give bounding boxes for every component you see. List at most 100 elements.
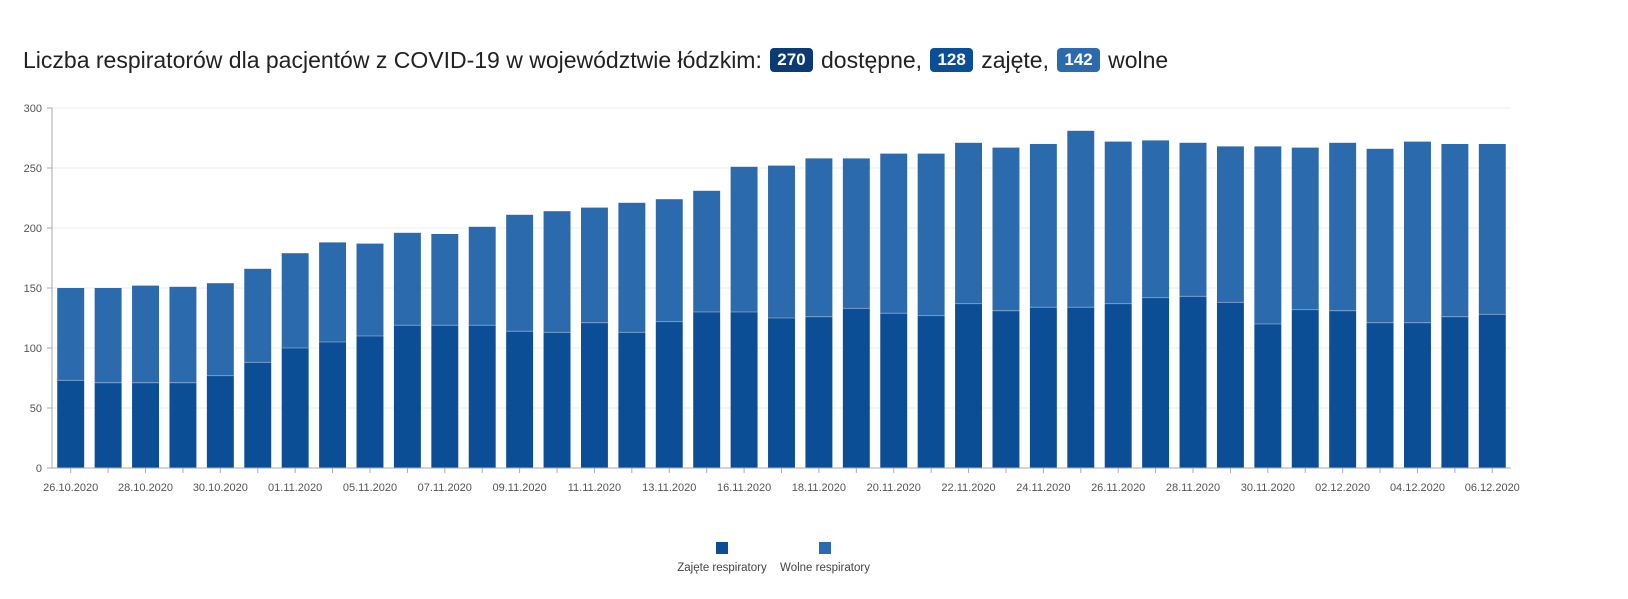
bar-free[interactable] xyxy=(57,288,85,381)
bar-free[interactable] xyxy=(281,253,309,348)
bar-occupied[interactable] xyxy=(580,322,608,468)
bar-occupied[interactable] xyxy=(543,332,571,468)
bar-free[interactable] xyxy=(1104,141,1132,304)
bar-occupied[interactable] xyxy=(1179,296,1207,468)
bar-free[interactable] xyxy=(1254,146,1282,324)
bars xyxy=(57,130,1506,468)
bar-free[interactable] xyxy=(1404,141,1431,323)
bar-free[interactable] xyxy=(431,234,459,326)
bar-occupied[interactable] xyxy=(955,303,983,468)
bar-occupied[interactable] xyxy=(1329,310,1357,468)
bar-occupied[interactable] xyxy=(618,332,646,468)
bar-occupied[interactable] xyxy=(1441,316,1469,468)
bar-free[interactable] xyxy=(730,166,758,312)
bar-occupied[interactable] xyxy=(319,342,347,468)
bar-free[interactable] xyxy=(768,165,795,318)
legend-label-occupied: Zajęte respiratory xyxy=(677,562,767,574)
bar-free[interactable] xyxy=(1291,147,1319,310)
bar-occupied[interactable] xyxy=(1478,314,1506,468)
bar-free[interactable] xyxy=(655,199,683,322)
x-tick-label: 01.11.2020 xyxy=(268,482,322,494)
x-tick-label: 28.11.2020 xyxy=(1166,482,1220,494)
bar-occupied[interactable] xyxy=(1104,303,1132,468)
bar-occupied[interactable] xyxy=(57,380,85,468)
x-tick-label: 09.11.2020 xyxy=(493,482,547,494)
bar-occupied[interactable] xyxy=(730,312,758,468)
y-tick-label: 100 xyxy=(24,343,42,355)
bar-occupied[interactable] xyxy=(1254,324,1282,468)
bar-occupied[interactable] xyxy=(992,310,1020,468)
x-tick-label: 30.10.2020 xyxy=(193,482,248,494)
bar-occupied[interactable] xyxy=(281,348,309,468)
bar-free[interactable] xyxy=(842,158,870,309)
bar-occupied[interactable] xyxy=(917,315,945,468)
legend-label-free: Wolne respiratory xyxy=(780,562,870,574)
bar-free[interactable] xyxy=(169,286,197,383)
x-tick-label: 26.11.2020 xyxy=(1091,482,1145,494)
bar-free[interactable] xyxy=(1478,144,1506,315)
bar-occupied[interactable] xyxy=(431,325,459,468)
bar-occupied[interactable] xyxy=(1142,297,1170,468)
x-tick-label: 18.11.2020 xyxy=(792,482,846,494)
bar-occupied[interactable] xyxy=(693,312,721,468)
bar-occupied[interactable] xyxy=(1404,322,1431,468)
legend-item-free[interactable]: Wolne respiratory xyxy=(775,542,875,574)
bar-free[interactable] xyxy=(1142,140,1170,298)
bar-free[interactable] xyxy=(805,158,833,317)
bar-free[interactable] xyxy=(356,243,384,336)
bar-occupied[interactable] xyxy=(655,321,683,468)
bar-occupied[interactable] xyxy=(1291,309,1319,468)
bar-occupied[interactable] xyxy=(94,382,122,468)
bar-occupied[interactable] xyxy=(393,325,421,468)
bar-free[interactable] xyxy=(580,207,608,323)
bar-free[interactable] xyxy=(955,142,983,304)
bar-free[interactable] xyxy=(880,153,908,314)
x-tick-label: 16.11.2020 xyxy=(717,482,771,494)
x-tick-label: 04.12.2020 xyxy=(1390,482,1445,494)
bar-occupied[interactable] xyxy=(880,313,908,468)
total-badge: 270 xyxy=(770,47,813,72)
bar-free[interactable] xyxy=(94,288,122,383)
y-tick-label: 300 xyxy=(24,103,42,115)
bar-occupied[interactable] xyxy=(768,318,795,468)
x-tick-label: 02.12.2020 xyxy=(1315,482,1370,494)
bar-occupied[interactable] xyxy=(206,375,234,468)
bar-occupied[interactable] xyxy=(356,336,384,468)
bar-free[interactable] xyxy=(506,214,534,332)
bar-free[interactable] xyxy=(206,283,234,376)
bar-free[interactable] xyxy=(1329,142,1357,311)
bar-occupied[interactable] xyxy=(169,382,197,468)
bar-free[interactable] xyxy=(618,202,646,333)
bar-occupied[interactable] xyxy=(468,325,496,468)
bar-occupied[interactable] xyxy=(132,382,159,468)
legend-item-occupied[interactable]: Zajęte respiratory xyxy=(672,542,772,574)
bar-occupied[interactable] xyxy=(1029,307,1057,468)
bar-free[interactable] xyxy=(1179,142,1207,297)
y-tick-label: 150 xyxy=(24,283,42,295)
bar-free[interactable] xyxy=(1029,144,1057,308)
bar-free[interactable] xyxy=(132,285,159,383)
bar-occupied[interactable] xyxy=(842,308,870,468)
bar-free[interactable] xyxy=(1441,144,1469,317)
bar-free[interactable] xyxy=(244,268,272,363)
bar-free[interactable] xyxy=(693,190,721,312)
bar-occupied[interactable] xyxy=(805,316,833,468)
bar-free[interactable] xyxy=(393,232,421,326)
y-axis: 0 50 100 150 200 250 300 xyxy=(24,103,53,475)
bar-free[interactable] xyxy=(468,226,496,326)
bar-free[interactable] xyxy=(917,153,945,316)
bar-occupied[interactable] xyxy=(244,362,272,468)
bar-occupied[interactable] xyxy=(1216,302,1244,468)
bar-occupied[interactable] xyxy=(1067,307,1095,468)
bar-free[interactable] xyxy=(1067,130,1095,308)
bar-free[interactable] xyxy=(543,211,571,333)
free-label: wolne xyxy=(1108,46,1169,73)
bar-occupied[interactable] xyxy=(506,331,534,468)
bar-free[interactable] xyxy=(1366,148,1394,323)
bar-occupied[interactable] xyxy=(1366,322,1394,468)
x-tick-label: 06.12.2020 xyxy=(1465,482,1520,494)
total-label: dostępne, xyxy=(821,46,923,73)
bar-free[interactable] xyxy=(992,147,1020,311)
bar-free[interactable] xyxy=(1216,146,1244,303)
bar-free[interactable] xyxy=(319,242,347,342)
